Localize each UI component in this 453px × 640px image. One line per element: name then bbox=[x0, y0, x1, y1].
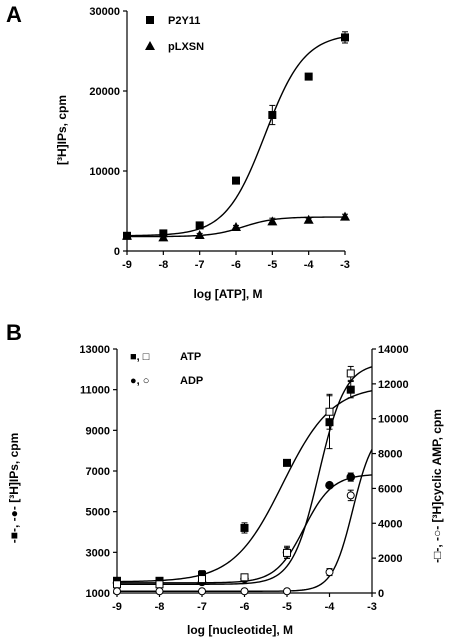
data-point-atp-h-cyclic-amp bbox=[325, 407, 334, 416]
data-point-p2y11 bbox=[268, 111, 277, 119]
y-tick-label: 7000 bbox=[86, 466, 110, 478]
data-point-plxsn bbox=[231, 222, 241, 231]
data-point-atp-h-ips bbox=[240, 523, 249, 532]
panel-b-fit-curves bbox=[116, 366, 373, 592]
right-y-tick-label: 14000 bbox=[378, 344, 409, 356]
data-point-atp-h-cyclic-amp bbox=[155, 580, 164, 589]
x-tick-label: -8 bbox=[158, 259, 168, 271]
data-point-adp-h-cyclic-amp bbox=[155, 587, 164, 596]
right-y-tick-label: 10000 bbox=[378, 414, 409, 426]
data-point-p2y11 bbox=[232, 176, 240, 185]
data-point-adp-h-cyclic-amp bbox=[198, 587, 206, 596]
data-point-atp-h-cyclic-amp bbox=[346, 369, 355, 378]
x-tick-label: -8 bbox=[155, 601, 165, 613]
legend-marker-plxsn bbox=[145, 41, 155, 50]
legend-markers-adp: ●, ○ bbox=[130, 375, 149, 387]
data-point-plxsn bbox=[122, 230, 132, 240]
data-point-plxsn bbox=[158, 232, 169, 242]
fit-curve-p2y11 bbox=[126, 36, 346, 237]
y-tick-label: 10000 bbox=[89, 166, 120, 178]
right-y-tick-label: 8000 bbox=[378, 449, 402, 461]
data-point-adp-h-cyclic-amp bbox=[283, 587, 291, 596]
legend-label-plxsn: pLXSN bbox=[168, 41, 204, 53]
x-tick-label: -7 bbox=[197, 601, 207, 613]
data-point-adp-h-cyclic-amp bbox=[113, 587, 121, 596]
panel-b-left-y-axis-title: -■-, -●- [³H]IPs, cpm bbox=[7, 433, 21, 544]
data-point-adp-h-cyclic-amp bbox=[346, 491, 355, 500]
x-tick-label: -6 bbox=[240, 601, 250, 613]
panel-b-letter: B bbox=[6, 320, 22, 345]
panel-a-y-axis-title: [³H]IPs, cpm bbox=[55, 95, 69, 165]
data-point-atp-h-cyclic-amp bbox=[113, 580, 121, 589]
y-tick-label: 9000 bbox=[86, 425, 110, 437]
y-tick-label: 13000 bbox=[79, 344, 110, 356]
right-y-tick-label: 12000 bbox=[378, 379, 409, 391]
y-tick-label: 0 bbox=[114, 246, 120, 258]
panel-a-x-axis-title: log [ATP], M bbox=[193, 287, 262, 301]
y-tick-label: 1000 bbox=[86, 588, 110, 600]
panel-a-data-points bbox=[122, 31, 350, 242]
panel-b-data-points bbox=[112, 365, 356, 596]
data-point-atp-h-cyclic-amp bbox=[283, 548, 291, 557]
y-tick-label: 11000 bbox=[80, 385, 110, 397]
legend-markers-atp: ■, □ bbox=[130, 351, 150, 363]
legend-marker-p2y11 bbox=[146, 16, 154, 24]
x-tick-label: -9 bbox=[112, 601, 122, 613]
right-y-tick-label: 4000 bbox=[378, 518, 402, 530]
data-point-p2y11 bbox=[195, 221, 204, 230]
data-point-adp-h-ips bbox=[346, 472, 356, 482]
data-point-atp-h-ips bbox=[198, 570, 206, 579]
legend-label-atp: ATP bbox=[180, 351, 201, 363]
y-tick-label: 5000 bbox=[86, 507, 110, 519]
data-point-adp-h-cyclic-amp bbox=[325, 568, 334, 577]
x-tick-label: -9 bbox=[122, 259, 132, 271]
panel-b-legend: ■, □ ATP ●, ○ ADP bbox=[130, 351, 203, 387]
legend-label-p2y11: P2Y11 bbox=[168, 15, 200, 27]
legend-label-adp: ADP bbox=[180, 375, 203, 387]
panel-a-letter: A bbox=[6, 2, 22, 27]
data-point-adp-h-cyclic-amp bbox=[240, 587, 249, 596]
fit-curve-adp-h-cyclic-amp bbox=[117, 449, 373, 592]
y-tick-label: 30000 bbox=[89, 6, 120, 18]
panel-b-axes: -9 -8 -7 -6 -5 -4 -3 1000 3000 5000 7000 9000 11000 1… bbox=[79, 344, 408, 613]
panel-a: A -9 -8 -7 -6 -5 -4 -3 0 10000 20000 30000 P2Y11 p… bbox=[6, 2, 350, 301]
x-tick-label: -4 bbox=[325, 601, 336, 613]
data-point-plxsn bbox=[303, 214, 314, 224]
data-point-p2y11 bbox=[304, 72, 313, 81]
panel-a-fit-curves bbox=[126, 36, 346, 238]
data-point-plxsn bbox=[340, 211, 350, 221]
x-tick-label: -6 bbox=[231, 259, 241, 271]
right-y-tick-label: 0 bbox=[378, 588, 384, 600]
panel-a-legend: P2Y11 pLXSN bbox=[145, 15, 204, 53]
data-point-atp-h-cyclic-amp bbox=[240, 573, 249, 582]
data-point-adp-h-ips bbox=[325, 480, 334, 490]
x-tick-label: -3 bbox=[340, 259, 350, 271]
data-point-atp-h-ips bbox=[283, 458, 291, 467]
panel-b-x-axis-title: log [nucleotide], M bbox=[187, 623, 293, 637]
panel-a-axes: -9 -8 -7 -6 -5 -4 -3 0 10000 20000 30000 bbox=[89, 6, 349, 271]
right-y-tick-label: 6000 bbox=[378, 483, 402, 495]
data-point-p2y11 bbox=[341, 33, 349, 42]
data-point-atp-h-ips bbox=[346, 385, 355, 394]
right-y-tick-label: 2000 bbox=[378, 553, 402, 565]
x-tick-label: -5 bbox=[267, 259, 277, 271]
x-tick-label: -4 bbox=[304, 259, 315, 271]
panel-b: B -9 -8 -7 -6 -5 -4 -3 1000 3000 5000 7000 9000 1100… bbox=[6, 320, 444, 637]
fit-curve-atp-h-cyclic-amp bbox=[117, 366, 373, 585]
data-point-plxsn bbox=[267, 216, 278, 226]
panel-b-right-y-axis-title: -□-, -○- [³H]cyclic AMP, cpm bbox=[430, 409, 444, 563]
x-tick-label: -5 bbox=[282, 601, 292, 613]
y-tick-label: 20000 bbox=[89, 86, 120, 98]
y-tick-label: 3000 bbox=[86, 547, 110, 559]
data-point-plxsn bbox=[194, 230, 205, 239]
x-tick-label: -3 bbox=[367, 601, 377, 613]
data-point-atp-h-cyclic-amp bbox=[198, 575, 206, 584]
x-tick-label: -7 bbox=[195, 259, 205, 271]
